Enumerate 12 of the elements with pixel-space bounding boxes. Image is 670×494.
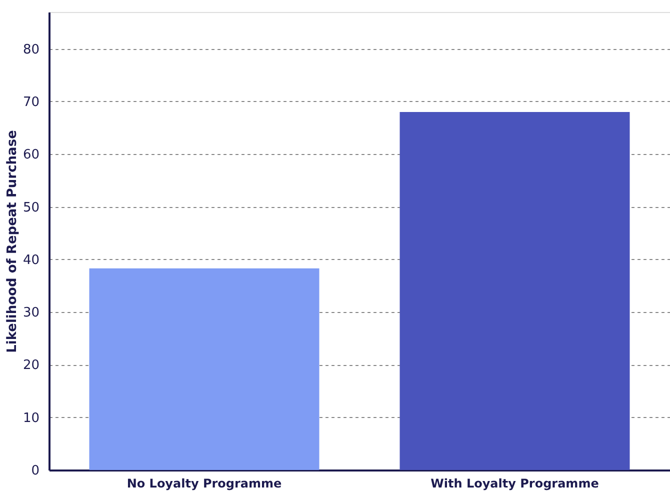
y-tick-label: 80	[22, 42, 40, 58]
y-tick-label: 0	[31, 464, 40, 478]
x-tick-label: With Loyalty Programme	[430, 476, 599, 490]
y-tick-label: 50	[22, 200, 40, 216]
x-tick-label: No Loyalty Programme	[126, 476, 282, 490]
y-tick-label: 30	[22, 306, 40, 321]
y-tick-label: 70	[22, 94, 40, 110]
y-tick-label: 10	[22, 410, 40, 426]
y-tick-label: 60	[22, 148, 40, 163]
y-tick-label: 20	[22, 358, 40, 374]
y-axis-title: Likelihood of Repeat Purchase	[4, 130, 20, 353]
y-tick-label: 40	[22, 252, 40, 268]
